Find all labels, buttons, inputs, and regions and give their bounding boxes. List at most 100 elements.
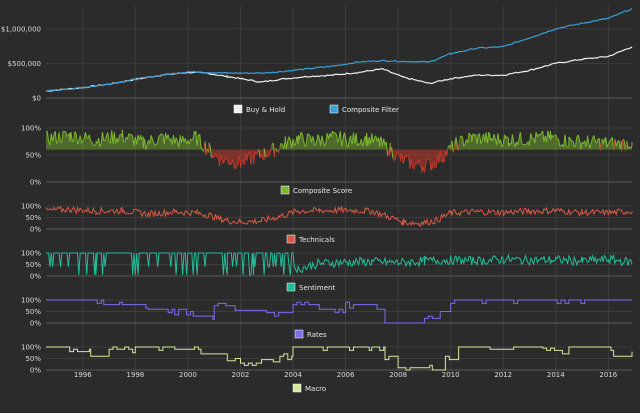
- legend-item-rates[interactable]: Rates: [294, 329, 327, 339]
- series-line-buy-hold: [45, 46, 633, 92]
- composite-segment: [569, 138, 573, 142]
- y-tick-label: 50%: [25, 214, 41, 222]
- composite-segment: [320, 135, 323, 146]
- composite-segment: [443, 150, 446, 163]
- composite-segment: [488, 131, 491, 136]
- composite-segment: [567, 145, 570, 148]
- composite-segment: [209, 146, 213, 159]
- composite-segment: [175, 137, 178, 141]
- panel-technicals: 0% 50% 100% Technicals: [21, 203, 633, 244]
- composite-segment: [283, 140, 286, 149]
- composite-segment: [220, 155, 223, 160]
- legend-item-buy-hold[interactable]: Buy & Hold: [233, 104, 285, 114]
- composite-segment: [149, 135, 152, 144]
- composite-segment: [246, 152, 249, 161]
- composite-segment: [517, 138, 520, 145]
- composite-segment: [199, 134, 202, 148]
- composite-segment: [339, 131, 343, 147]
- x-tick-label: 1998: [126, 371, 144, 379]
- composite-segment: [511, 134, 515, 144]
- composite-segment: [275, 147, 278, 152]
- composite-segment: [372, 137, 375, 144]
- composite-segment: [82, 138, 85, 141]
- composite-segment: [385, 141, 389, 156]
- composite-segment: [102, 132, 105, 141]
- composite-segment: [391, 146, 394, 159]
- composite-segment: [550, 134, 553, 141]
- composite-segment: [172, 134, 176, 144]
- composite-segment: [90, 140, 93, 143]
- legend-item-macro[interactable]: Macro: [292, 383, 326, 393]
- composite-segment: [226, 159, 230, 165]
- composite-segment: [606, 143, 609, 148]
- composite-segment: [626, 140, 629, 149]
- composite-segment: [117, 135, 121, 143]
- composite-segment: [463, 144, 466, 147]
- composite-segment: [270, 144, 273, 152]
- composite-segment: [314, 141, 318, 146]
- composite-segment: [317, 134, 320, 139]
- legend-item-technicals[interactable]: Technicals: [286, 234, 335, 244]
- legend-swatch: [286, 282, 296, 292]
- y-tick-label: 100%: [21, 125, 41, 133]
- composite-segment: [575, 136, 578, 147]
- composite-segment: [84, 131, 88, 138]
- composite-segment: [433, 161, 436, 168]
- composite-segment: [308, 134, 311, 136]
- composite-segment: [217, 158, 220, 163]
- composite-segment: [182, 135, 185, 142]
- composite-segment: [405, 155, 408, 158]
- y-tick-label: 100%: [21, 297, 41, 305]
- composite-segment: [615, 141, 619, 147]
- composite-negative-area: [46, 149, 632, 173]
- composite-segment: [402, 155, 406, 164]
- composite-segment: [184, 138, 188, 144]
- composite-segment: [530, 133, 533, 139]
- composite-segment: [153, 142, 156, 146]
- composite-segment: [191, 138, 194, 141]
- composite-segment: [590, 138, 594, 143]
- composite-segment: [525, 143, 528, 146]
- composite-segment: [435, 154, 439, 168]
- composite-segment: [74, 131, 77, 135]
- composite-segment: [418, 159, 421, 167]
- composite-segment: [49, 133, 52, 146]
- legend-swatch: [292, 383, 302, 393]
- composite-segment: [446, 146, 449, 157]
- composite-segment: [128, 133, 131, 136]
- composite-segment: [536, 134, 540, 138]
- x-tick-label: 2002: [232, 371, 250, 379]
- composite-segment: [452, 145, 456, 153]
- composite-segment: [291, 138, 294, 149]
- composite-segment: [312, 136, 315, 142]
- composite-segment: [88, 134, 92, 142]
- composite-segment: [178, 137, 181, 148]
- composite-segment: [192, 131, 195, 139]
- composite-segment: [573, 145, 576, 148]
- composite-segment: [113, 132, 117, 144]
- composite-segment: [99, 143, 102, 147]
- x-tick-label: 2008: [389, 371, 407, 379]
- x-tick-label: 2012: [494, 371, 512, 379]
- legend-item-composite-score[interactable]: Composite Score: [280, 185, 352, 195]
- composite-segment: [126, 133, 130, 140]
- panel-rates: 0% 50% 100% Rates: [21, 297, 632, 339]
- composite-segment: [414, 162, 417, 165]
- composite-segment: [300, 131, 303, 134]
- composite-segment: [56, 141, 59, 144]
- composite-segment: [383, 138, 386, 146]
- composite-segment: [607, 141, 611, 145]
- composite-segment: [555, 134, 558, 140]
- legend-item-sentiment[interactable]: Sentiment: [286, 282, 335, 292]
- composite-segment: [375, 135, 378, 142]
- composite-segment: [613, 139, 616, 151]
- legend-item-composite-filter[interactable]: Composite Filter: [329, 104, 399, 114]
- composite-segment: [205, 148, 209, 155]
- composite-segment: [258, 149, 261, 158]
- composite-segment: [163, 133, 167, 144]
- y-tick-label: 50%: [25, 308, 41, 316]
- composite-segment: [593, 135, 596, 141]
- composite-segment: [468, 132, 471, 136]
- x-tick-label: 2000: [179, 371, 197, 379]
- composite-segment: [343, 132, 347, 138]
